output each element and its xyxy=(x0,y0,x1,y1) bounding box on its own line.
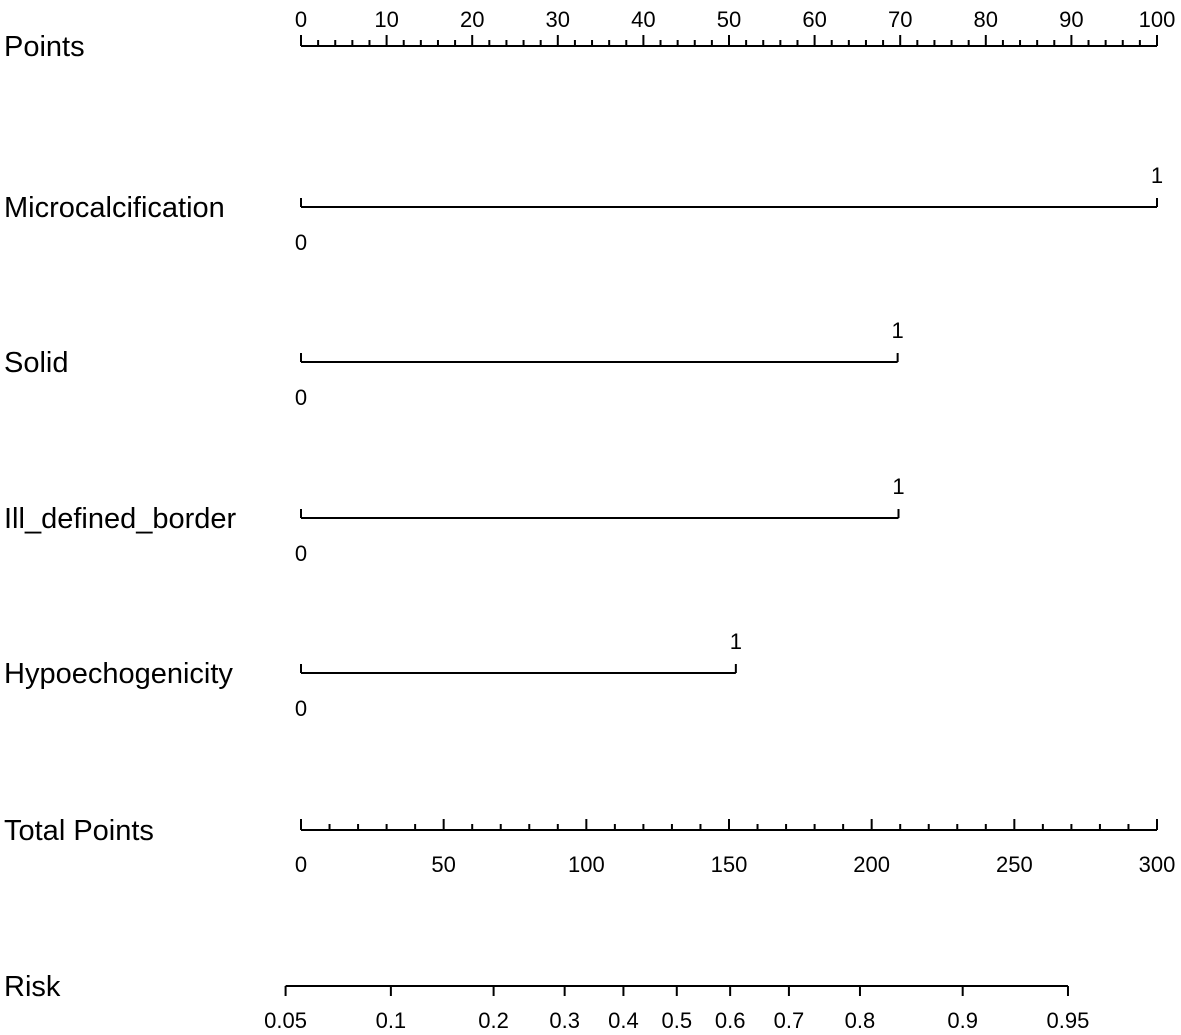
level-label-solid: 1 xyxy=(892,318,904,343)
level-label-ill-defined-border: 1 xyxy=(892,474,904,499)
tick-label-total-points: 100 xyxy=(568,852,605,877)
tick-label-total-points: 300 xyxy=(1139,852,1176,877)
row-label-points: Points xyxy=(4,31,85,63)
tick-label-points: 0 xyxy=(295,7,307,32)
tick-label-total-points: 50 xyxy=(431,852,455,877)
tick-label-risk: 0.7 xyxy=(774,1008,805,1033)
level-label-solid: 0 xyxy=(295,385,307,410)
row-label-total-points: Total Points xyxy=(4,815,154,847)
tick-label-risk: 0.6 xyxy=(715,1008,746,1033)
level-label-hypoechogenicity: 1 xyxy=(730,629,742,654)
tick-label-risk: 0.2 xyxy=(478,1008,509,1033)
tick-label-risk: 0.5 xyxy=(661,1008,692,1033)
row-label-microcalcification: Microcalcification xyxy=(4,192,225,224)
tick-label-points: 50 xyxy=(717,7,741,32)
tick-label-risk: 0.95 xyxy=(1047,1008,1090,1033)
tick-label-points: 80 xyxy=(974,7,998,32)
tick-label-risk: 0.1 xyxy=(376,1008,407,1033)
tick-label-total-points: 150 xyxy=(711,852,748,877)
row-label-risk: Risk xyxy=(4,971,61,1003)
tick-label-points: 70 xyxy=(888,7,912,32)
row-label-hypoechogenicity: Hypoechogenicity xyxy=(4,658,233,690)
tick-label-total-points: 200 xyxy=(853,852,890,877)
level-label-microcalcification: 0 xyxy=(295,230,307,255)
tick-label-risk: 0.8 xyxy=(845,1008,876,1033)
tick-label-risk: 0.4 xyxy=(608,1008,639,1033)
level-label-hypoechogenicity: 0 xyxy=(295,696,307,721)
tick-label-points: 20 xyxy=(460,7,484,32)
tick-label-points: 60 xyxy=(802,7,826,32)
tick-label-points: 40 xyxy=(631,7,655,32)
row-label-solid: Solid xyxy=(4,347,69,379)
tick-label-points: 30 xyxy=(546,7,570,32)
tick-label-risk: 0.3 xyxy=(549,1008,580,1033)
row-label-ill-defined-border: Ill_defined_border xyxy=(4,503,237,535)
tick-label-total-points: 0 xyxy=(295,852,307,877)
tick-label-risk: 0.9 xyxy=(947,1008,978,1033)
tick-label-risk: 0.05 xyxy=(264,1008,307,1033)
tick-label-total-points: 250 xyxy=(996,852,1033,877)
level-label-ill-defined-border: 0 xyxy=(295,541,307,566)
tick-label-points: 100 xyxy=(1139,7,1176,32)
level-label-microcalcification: 1 xyxy=(1151,163,1163,188)
tick-label-points: 10 xyxy=(374,7,398,32)
tick-label-points: 90 xyxy=(1059,7,1083,32)
